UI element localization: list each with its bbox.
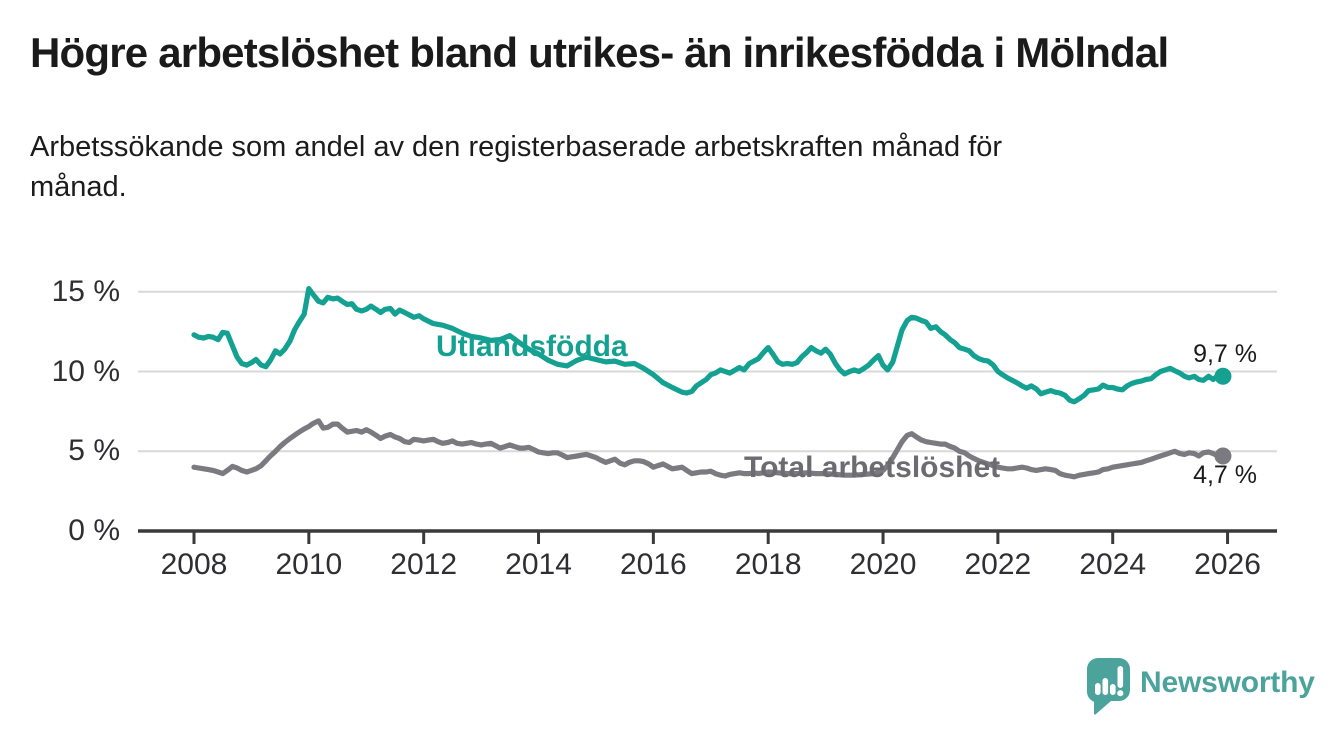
newsworthy-logo[interactable]: Newsworthy — [1086, 657, 1326, 717]
newsworthy-logo-icon — [1086, 658, 1130, 715]
series-label-utlandsfodda: Utlandsfödda — [436, 330, 628, 363]
y-tick-label: 5 % — [68, 434, 120, 468]
x-tick-label: 2022 — [964, 548, 1032, 581]
x-tick-label: 2018 — [734, 548, 802, 581]
x-tick-label: 2026 — [1194, 548, 1261, 581]
y-tick-label: 15 % — [51, 274, 120, 308]
x-tick-label: 2008 — [160, 548, 228, 581]
x-tick-label: 2016 — [619, 548, 687, 581]
series-label-total-arbetsloshet: Total arbetslöshet — [744, 451, 1001, 484]
x-tick-label: 2024 — [1079, 548, 1147, 581]
latest-value-utlandsfodda: 9,7 % — [1193, 340, 1257, 368]
series-line-total — [191, 418, 1226, 480]
x-tick-label: 2010 — [275, 548, 343, 581]
x-tick-label: 2014 — [505, 548, 572, 581]
latest-point-total — [1214, 447, 1232, 465]
newsworthy-wordmark: Newsworthy — [1140, 666, 1315, 699]
x-tick-label: 2012 — [390, 548, 458, 581]
latest-value-total-arbetsloshet: 4,7 % — [1193, 461, 1257, 489]
y-tick-label: 0 % — [68, 514, 120, 547]
series-line-utlandsfodda — [191, 286, 1226, 405]
x-tick-label: 2020 — [849, 548, 917, 581]
y-tick-label: 10 % — [51, 354, 120, 388]
page-title: Högre arbetslöshet bland utrikes- än inr… — [30, 29, 1169, 76]
latest-point-utlandsfodda — [1214, 367, 1232, 385]
page-subtitle-line-1: Arbetssökande som andel av den registerb… — [30, 131, 1003, 163]
page-subtitle-line-2: månad. — [30, 171, 127, 203]
